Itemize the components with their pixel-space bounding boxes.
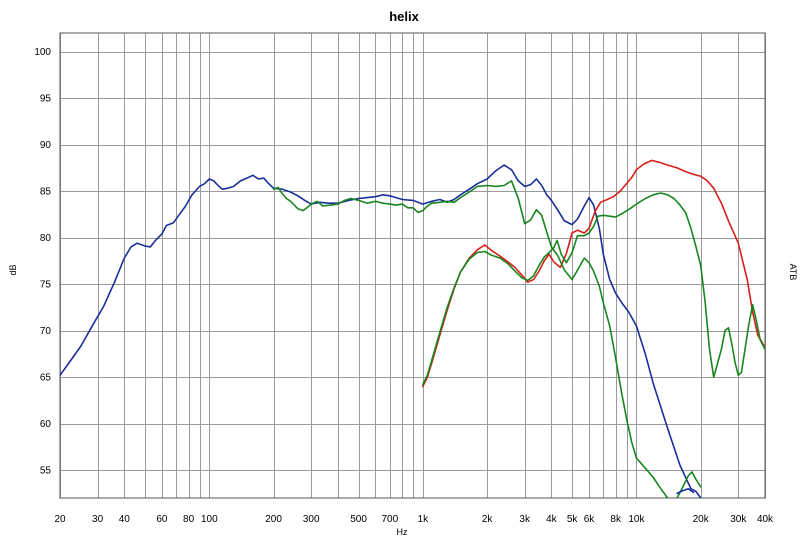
x-tick-label: 5k [567, 514, 579, 525]
y-tick-labels: 55 60 65 70 75 80 85 90 95 100 [34, 47, 51, 477]
series-line-6 [676, 487, 695, 495]
y-tick-label: 90 [40, 140, 52, 151]
x-tick-label: 40 [119, 514, 131, 525]
series-line-3 [272, 180, 669, 498]
x-tick-label: 700 [381, 514, 398, 525]
x-tick-label: 80 [183, 514, 195, 525]
x-tick-label: 8k [610, 514, 622, 525]
series-line-1 [60, 164, 702, 498]
y-tick-label: 70 [40, 326, 52, 337]
series-line-4 [422, 192, 765, 386]
y-axis-right-label: ATB [788, 264, 798, 281]
x-tick-label: 10k [628, 514, 645, 525]
series-line-2 [422, 159, 765, 388]
x-axis-label: Hz [397, 527, 408, 537]
x-tick-label: 4k [546, 514, 558, 525]
y-tick-label: 85 [40, 187, 52, 198]
series-group [60, 159, 765, 498]
y-tick-label: 60 [40, 419, 52, 430]
x-tick-label: 1k [418, 514, 430, 525]
y-tick-label: 100 [34, 47, 51, 58]
y-tick-label: 80 [40, 233, 52, 244]
y-tick-label: 55 [40, 466, 52, 477]
x-tick-label: 30 [92, 514, 104, 525]
x-tick-label: 2k [482, 514, 494, 525]
grid [60, 33, 766, 498]
x-tick-labels: 20 30 40 60 80 100 200 300 500 700 1k 2k 3k 4k 5k 6k 8k 1… [54, 514, 774, 525]
y-axis-label: dB [8, 264, 18, 275]
series-line-5 [676, 471, 702, 498]
x-tick-label: 20k [693, 514, 710, 525]
x-tick-label: 500 [350, 514, 367, 525]
plot-frame [59, 32, 766, 499]
x-tick-label: 300 [303, 514, 320, 525]
x-tick-label: 100 [201, 514, 218, 525]
x-tick-label: 40k [757, 514, 774, 525]
x-tick-label: 200 [265, 514, 282, 525]
x-tick-label: 6k [584, 514, 596, 525]
y-tick-label: 95 [40, 94, 52, 105]
x-tick-label: 30k [730, 514, 747, 525]
x-tick-label: 20 [54, 514, 66, 525]
y-tick-label: 75 [40, 280, 52, 291]
y-tick-label: 65 [40, 373, 52, 384]
x-tick-label: 60 [156, 514, 168, 525]
x-tick-label: 3k [519, 514, 531, 525]
chart-title: helix [389, 9, 419, 24]
